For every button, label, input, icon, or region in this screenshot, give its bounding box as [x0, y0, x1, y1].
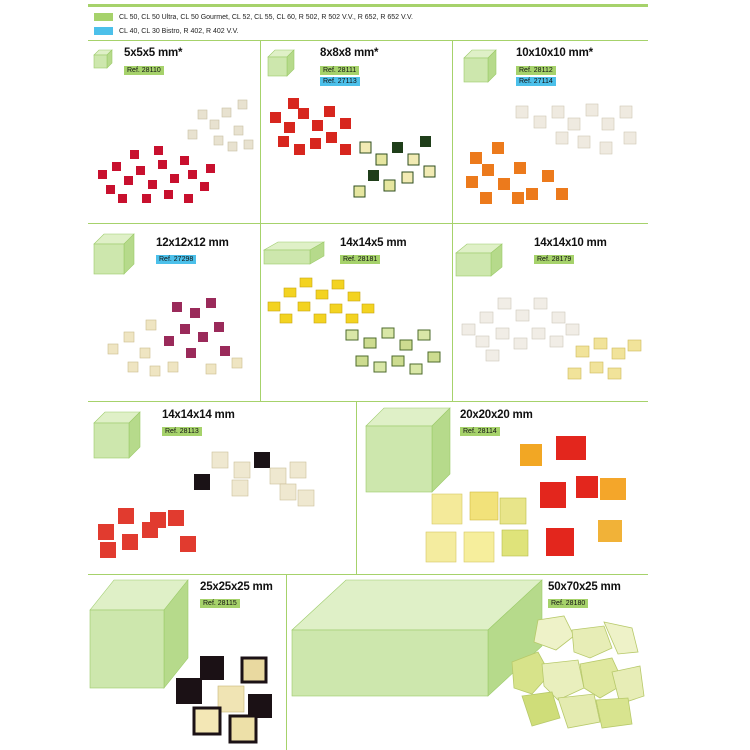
cut-size-title: 14x14x14 mm [162, 409, 235, 421]
red-pepper-dice-photo [98, 99, 254, 203]
carrot-celeriac-dice-photo [466, 103, 637, 204]
eggplant-cubes-photo [176, 656, 272, 744]
cut-size-title: 5x5x5 mm* [124, 47, 183, 59]
tomato-eggplant-dice-photo [98, 451, 315, 558]
grid-line [452, 223, 453, 401]
grid-line [260, 223, 261, 401]
grid-line [88, 40, 648, 41]
onion-potato-dice-photo [107, 298, 243, 377]
pepper-zucchini-dice-photo [270, 98, 436, 198]
ref-badge: Ref. 28113 [162, 427, 202, 436]
cut-size-title: 12x12x12 mm [156, 237, 229, 249]
lettuce-pieces-photo [511, 615, 645, 729]
legend-swatch-green [94, 13, 113, 21]
grid-line [356, 401, 357, 574]
cube-icon [93, 233, 135, 275]
cut-size-title: 10x10x10 mm* [516, 47, 593, 59]
grid-line [260, 40, 261, 223]
ref-badge: Ref. 28110 [124, 66, 164, 75]
legend-text-green: CL 50, CL 50 Ultra, CL 50 Gourmet, CL 52… [119, 13, 413, 21]
grid-line [88, 401, 648, 402]
cube-icon [365, 407, 451, 493]
catalog-page: CL 50, CL 50 Ultra, CL 50 Gourmet, CL 52… [88, 0, 648, 750]
ref-badge: Ref. 27298 [156, 255, 197, 264]
ref-badge: Ref. 28114 [460, 427, 500, 436]
cube-icon [93, 49, 113, 69]
cube-icon [262, 241, 326, 265]
grid-line [88, 574, 648, 575]
cut-size-title: 20x20x20 mm [460, 409, 533, 421]
legend-text-blue: CL 40, CL 30 Bistro, R 402, R 402 V.V. [119, 27, 239, 35]
cube-icon [291, 579, 543, 697]
ref-badge: Ref. 28181 [340, 255, 381, 264]
ref-badge: Ref. 28111 [320, 66, 360, 75]
ref-badge: Ref. 28180 [548, 599, 589, 608]
ref-badge: Ref. 28179 [534, 255, 575, 264]
grid-line [286, 574, 287, 750]
yellow-pepper-zucchini-dice-photo [267, 277, 441, 375]
ref-badge: Ref. 28115 [200, 599, 240, 608]
cut-size-title: 8x8x8 mm* [320, 47, 379, 59]
cube-icon [267, 49, 295, 77]
cube-icon [463, 49, 497, 83]
cut-size-title: 14x14x10 mm [534, 237, 607, 249]
legend-swatch-blue [94, 27, 113, 35]
melon-pineapple-pepper-dice-photo [425, 436, 626, 563]
cube-icon [93, 411, 141, 459]
ref-badge: Ref. 27113 [320, 77, 360, 86]
top-rule [88, 4, 648, 7]
grid-line [452, 40, 453, 223]
legend-row-green: CL 50, CL 50 Ultra, CL 50 Gourmet, CL 52… [94, 12, 413, 22]
legend-row-blue: CL 40, CL 30 Bistro, R 402, R 402 V.V. [94, 26, 239, 36]
ref-badge: Ref. 28112 [516, 66, 556, 75]
grid-line [88, 223, 648, 224]
cut-size-title: 25x25x25 mm [200, 581, 273, 593]
cube-icon [89, 579, 189, 689]
ref-badge: Ref. 27114 [516, 77, 556, 86]
celeriac-potato-dice-photo [461, 297, 642, 380]
cube-icon [455, 243, 503, 277]
cut-size-title: 50x70x25 mm [548, 581, 621, 593]
cut-size-title: 14x14x5 mm [340, 237, 407, 249]
